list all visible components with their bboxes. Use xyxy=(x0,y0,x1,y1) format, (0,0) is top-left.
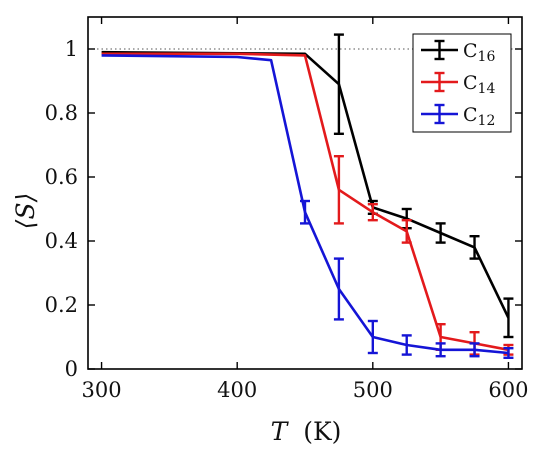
error-bar-c14-4 xyxy=(333,154,344,225)
y-tick-label-2: 0.2 xyxy=(45,293,78,317)
error-bar-c16-7 xyxy=(469,234,480,260)
series-c12 xyxy=(101,54,514,359)
plot-frame xyxy=(87,16,523,370)
error-bar-c16-8 xyxy=(503,297,514,339)
error-bar-c16-6 xyxy=(435,222,446,244)
error-bar-c16-3 xyxy=(333,33,344,136)
error-bar-c12-8 xyxy=(435,342,446,358)
legend: C16 C14 C12 xyxy=(412,33,512,133)
y-tick-label-5: 0.8 xyxy=(45,101,78,125)
plot-area xyxy=(87,16,523,370)
y-tick-label-1: 0 xyxy=(65,357,78,381)
legend-item-c16: C16 xyxy=(421,39,495,65)
y-tick-label-4: 0.6 xyxy=(45,165,78,189)
legend-label-c12: C12 xyxy=(463,104,495,129)
y-tick-label-3: 0.4 xyxy=(45,229,78,253)
series-c14 xyxy=(101,52,514,356)
x-tick-label-3: 500 xyxy=(353,378,393,402)
series-line-c12 xyxy=(101,54,509,355)
error-bar-c14-5 xyxy=(367,202,378,222)
error-bar-c14-6 xyxy=(401,218,412,244)
error-bar-c12-7 xyxy=(401,334,412,356)
x-tick-labels: 300 400 500 600 xyxy=(82,378,529,402)
legend-label-c14: C14 xyxy=(463,72,495,97)
x-axis-unit: (K) xyxy=(303,417,341,446)
error-bar-c12-10 xyxy=(503,347,514,359)
series-layer xyxy=(101,33,514,359)
x-axis-title: T (K) xyxy=(271,417,342,446)
x-tick-label-1: 300 xyxy=(82,378,122,402)
y-tick-labels: 0 0.2 0.4 0.6 0.8 1 xyxy=(45,37,78,381)
y-axis-title: ⟨S⟩ xyxy=(11,193,40,230)
legend-label-c16: C16 xyxy=(463,40,495,65)
x-axis-symbol: T xyxy=(271,417,290,446)
legend-item-c12: C12 xyxy=(421,103,495,129)
x-tick-label-2: 400 xyxy=(217,378,257,402)
error-bar-c12-6 xyxy=(367,319,378,355)
x-tick-label-4: 600 xyxy=(488,378,528,402)
error-bar-c12-4 xyxy=(300,199,310,225)
error-bar-c12-9 xyxy=(469,342,480,358)
series-line-c16 xyxy=(101,50,510,319)
axis-ticks xyxy=(88,17,522,370)
y-tick-label-6: 1 xyxy=(65,37,78,61)
legend-item-c14: C14 xyxy=(421,71,495,97)
error-bar-c12-5 xyxy=(333,257,344,321)
